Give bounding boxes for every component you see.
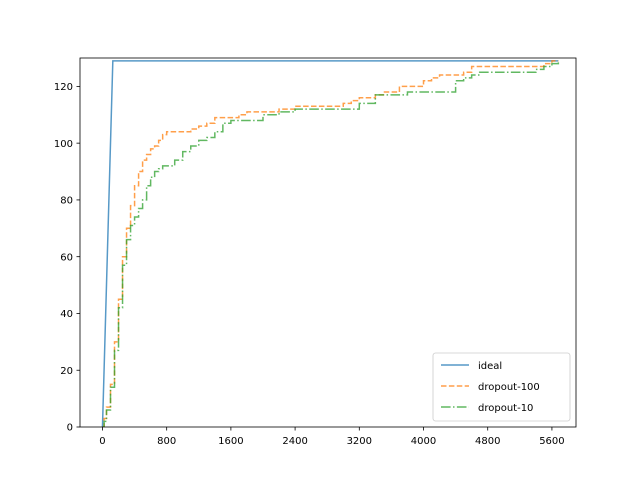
y-axis: 0 20 40 60 80 100 120	[54, 82, 80, 434]
y-tick-label: 100	[54, 139, 73, 150]
y-tick-label: 80	[60, 196, 73, 207]
y-tick-label: 120	[54, 82, 73, 93]
legend-box	[432, 352, 571, 422]
series-line-ideal	[101, 60, 559, 427]
x-tick-label: 4000	[411, 436, 436, 447]
x-tick-label: 800	[157, 436, 176, 447]
x-tick-label: 1600	[218, 436, 243, 447]
x-tick-label: 2400	[282, 436, 307, 447]
legend-label-ideal: ideal	[478, 361, 502, 372]
y-tick-label: 0	[67, 423, 73, 434]
x-axis: 0 800 1600 2400 3200 4000 4800 5600	[99, 427, 565, 447]
series-line-dropout-10	[102, 60, 560, 427]
legend-label-dropout-10: dropout-10	[478, 403, 533, 414]
legend-label-dropout-100: dropout-100	[478, 382, 540, 393]
legend: ideal dropout-100 dropout-10	[432, 352, 571, 422]
series-line-dropout-100	[102, 60, 559, 427]
series-layer	[101, 60, 560, 427]
y-tick-label: 20	[60, 366, 73, 377]
y-tick-label: 60	[60, 252, 73, 263]
plot-frame	[79, 57, 577, 428]
x-tick-label: 3200	[347, 436, 372, 447]
y-tick-label: 40	[60, 309, 73, 320]
x-tick-label: 5600	[539, 436, 564, 447]
x-tick-label: 0	[99, 436, 105, 447]
x-tick-label: 4800	[475, 436, 500, 447]
plot-border	[79, 57, 577, 428]
